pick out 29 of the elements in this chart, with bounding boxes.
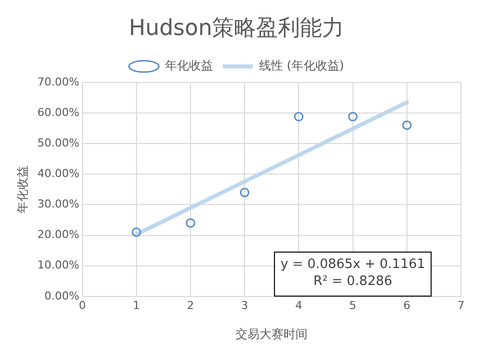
x-tick-label: 0 (78, 298, 86, 312)
y-tick-label: 20.00% (37, 228, 80, 242)
x-tick-label: 5 (349, 298, 356, 312)
y-tick-label: 10.00% (37, 258, 80, 272)
point (186, 218, 196, 228)
annotation: R² = 0.8286 (313, 274, 392, 289)
y-tick-label: 60.00% (37, 106, 80, 119)
y-axis-title: 年化收益 (15, 165, 30, 214)
legend-label: 年化收益 (164, 58, 213, 73)
y-tick-label: 40.00% (37, 166, 80, 180)
point (294, 112, 304, 122)
x-tick-label: 1 (132, 298, 140, 312)
point (240, 188, 250, 198)
x-tick-label: 2 (187, 298, 194, 312)
x-tick-label: 7 (458, 298, 464, 312)
point (402, 120, 412, 130)
x-tick-label: 6 (403, 298, 410, 312)
legend-label: 线性 (年化收益) (258, 58, 344, 73)
y-tick-label: 50.00% (37, 136, 80, 150)
point (348, 112, 358, 122)
y-tick-label: 70.00% (37, 75, 80, 88)
x-tick-label: 3 (241, 298, 248, 312)
x-axis-title: 交易大赛时间 (236, 326, 308, 341)
annotation: y = 0.0865x + 0.1161 (280, 256, 426, 272)
y-tick-label: 30.00% (37, 198, 80, 211)
y-tick-label: 0.00% (44, 289, 80, 302)
point (132, 227, 142, 237)
chart-title: Hudson策略盈利能力 (128, 16, 344, 41)
x-tick-label: 4 (295, 298, 302, 312)
